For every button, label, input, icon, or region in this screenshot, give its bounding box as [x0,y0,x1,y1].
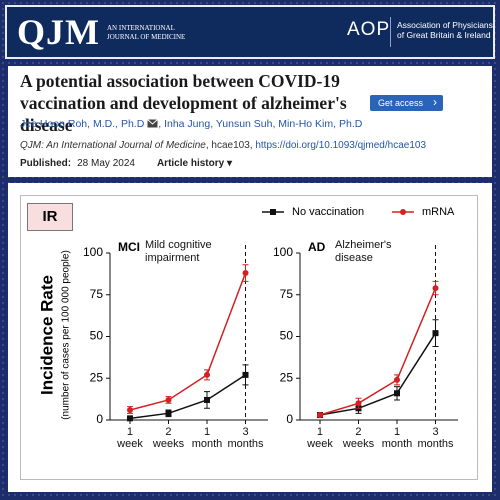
journal-subtitle: AN INTERNATIONAL JOURNAL OF MEDICINE [107,24,186,41]
data-point [317,411,323,418]
article-history[interactable]: Article history ▾ [156,158,232,169]
society-logo: AOP [347,19,391,40]
mail-icon[interactable] [147,119,159,128]
y-tick-label: 50 [280,329,294,343]
get-access-button[interactable]: Get access [370,94,444,111]
y-axis-sublabel: (number of cases per 100 000 people) [61,250,72,420]
series-line [319,332,437,416]
panel-label: MCI [118,240,140,254]
x-tick-label: 1 month [381,426,413,450]
x-tick-label: 2 weeks [152,426,185,450]
y-tick-label: 75 [90,287,104,301]
series-line [319,287,437,416]
y-tick-label: 25 [280,370,294,384]
y-tick-label: 100 [83,245,103,259]
data-point [204,396,210,403]
y-tick-label: 0 [286,412,293,426]
legend-label: mRNA [422,206,455,218]
banner: QJM AN INTERNATIONAL JOURNAL OF MEDICINE… [5,5,495,59]
y-tick-label: 0 [96,412,103,426]
society-name: Association of Physicians of Great Brita… [397,20,493,40]
x-tick-label: 3 months [227,426,264,450]
y-tick-label: 75 [280,287,294,301]
series-line [129,272,247,411]
published: Published: 28 May 2024 Article history ▾ [20,158,232,169]
y-tick-label: 50 [90,329,104,343]
x-tick-label: 3 months [417,426,454,450]
article-id: , hcae103, [205,140,256,151]
data-point [432,330,439,337]
x-tick-label: 1 week [117,426,143,450]
published-label: Published: [20,158,72,169]
data-point [165,410,172,417]
legend-label: No vaccination [292,206,364,218]
data-point [242,371,249,378]
series-line [129,374,246,420]
doi-link[interactable]: https://doi.org/10.1093/qjmed/hcae103 [255,140,427,151]
journal-logo: QJM [17,12,100,52]
journal-name: QJM: An International Journal of Medicin… [20,140,206,151]
citation: QJM: An International Journal of Medicin… [20,140,426,151]
data-point [127,406,133,413]
data-point [432,285,439,292]
panel-subtitle: Alzheimer's disease [335,239,392,264]
divider [390,17,391,47]
y-axis-label: Incidence Rate [37,275,56,395]
legend-marker [270,209,276,215]
figure-panel [8,183,492,492]
panel-label: AD [308,240,326,254]
y-tick-label: 25 [90,370,104,384]
x-tick-label: 2 weeks [342,426,375,450]
article-card: A potential association between COVID-19… [8,66,492,177]
data-point [394,390,400,397]
published-date: 28 May 2024 [77,158,135,169]
authors: Jee Hoon Roh, M.D., Ph.D , Inha Jung, Yu… [20,118,362,130]
x-tick-label: 1 month [191,426,223,450]
data-point [242,270,249,277]
data-point [165,396,172,403]
figure-label: IR [27,203,73,231]
data-point [127,415,133,422]
x-tick-label: 1 week [307,426,333,450]
figure-frame [20,195,478,480]
data-point [204,371,210,378]
legend-marker [400,209,406,215]
y-tick-label: 100 [273,245,293,259]
panel-subtitle: Mild cognitive impairment [145,239,212,264]
article-title: A potential association between COVID-19… [20,71,347,135]
co-authors[interactable]: , Inha Jung, Yunsun Suh, Min-Ho Kim, Ph.… [158,118,363,130]
data-point [394,376,400,383]
data-point [355,400,362,407]
lead-author[interactable]: Jee Hoon Roh, M.D., Ph.D [20,118,145,130]
